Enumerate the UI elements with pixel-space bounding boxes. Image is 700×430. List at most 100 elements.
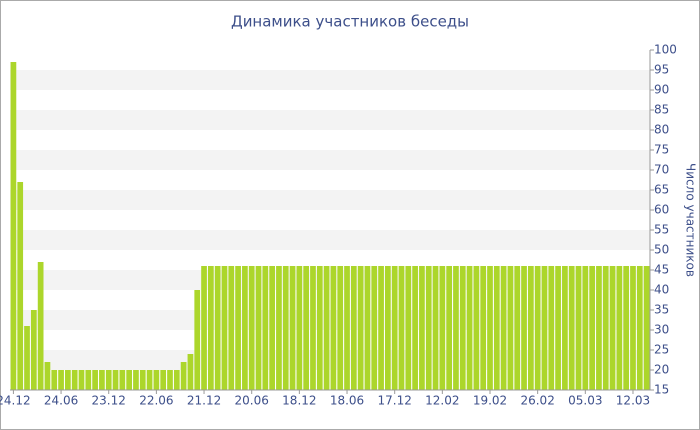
- bar: [133, 370, 139, 390]
- bar: [112, 370, 119, 390]
- x-tick-label: 12.02: [425, 394, 459, 408]
- bar: [500, 266, 507, 390]
- y-tick-label: 30: [654, 323, 669, 337]
- bar: [636, 266, 643, 390]
- bar: [473, 266, 480, 390]
- bar: [344, 266, 350, 390]
- bar: [562, 266, 568, 390]
- bar: [289, 266, 296, 390]
- bar: [582, 266, 589, 390]
- bar: [487, 266, 493, 390]
- bar: [521, 266, 527, 390]
- bar: [446, 266, 453, 390]
- bar: [248, 266, 255, 390]
- bar: [439, 266, 446, 390]
- x-tick-label: 18.06: [330, 394, 364, 408]
- grid-band: [10, 230, 650, 250]
- bar: [425, 266, 432, 390]
- bar: [296, 266, 303, 390]
- y-tick-label: 20: [654, 363, 669, 377]
- bar: [92, 370, 98, 390]
- bar: [167, 370, 173, 390]
- bar: [357, 266, 364, 390]
- bar: [596, 266, 602, 390]
- bar: [105, 370, 112, 390]
- bar: [432, 266, 439, 390]
- bar: [139, 370, 146, 390]
- bar: [310, 266, 316, 390]
- y-tick-label: 100: [654, 43, 677, 57]
- bar: [398, 266, 405, 390]
- y-tick-label: 55: [654, 223, 669, 237]
- bar: [364, 266, 371, 390]
- y-tick-label: 50: [654, 243, 669, 257]
- bar: [630, 266, 636, 390]
- bar: [276, 266, 282, 390]
- bar: [85, 370, 92, 390]
- bar: [568, 266, 575, 390]
- bar: [575, 266, 582, 390]
- y-tick-label: 15: [654, 383, 669, 397]
- y-tick-label: 35: [654, 303, 669, 317]
- y-tick-label: 95: [654, 63, 669, 77]
- x-tick-label: 21.12: [187, 394, 221, 408]
- bar: [350, 266, 357, 390]
- bar: [119, 370, 126, 390]
- bar: [412, 266, 418, 390]
- grid-band: [10, 150, 650, 170]
- bar: [51, 370, 58, 390]
- bar: [235, 266, 241, 390]
- x-tick-label: 22.06: [139, 394, 173, 408]
- bar: [44, 362, 51, 390]
- bar: [453, 266, 459, 390]
- bar: [146, 370, 153, 390]
- bar: [385, 266, 391, 390]
- bar: [623, 266, 630, 390]
- bar: [419, 266, 425, 390]
- y-tick-label: 65: [654, 183, 669, 197]
- bar: [17, 182, 24, 390]
- bar: [173, 370, 180, 390]
- grid-band: [10, 70, 650, 90]
- bar: [527, 266, 534, 390]
- bar: [371, 266, 378, 390]
- bar: [378, 266, 384, 390]
- bar: [30, 310, 37, 390]
- bar: [214, 266, 221, 390]
- bar: [37, 262, 44, 390]
- x-tick-label: 24.06: [44, 394, 78, 408]
- bar: [493, 266, 500, 390]
- bar: [330, 266, 337, 390]
- x-tick-label: 17.12: [378, 394, 412, 408]
- y-tick-label: 90: [654, 83, 669, 97]
- bar: [316, 266, 323, 390]
- bar: [609, 266, 616, 390]
- bar: [480, 266, 487, 390]
- bar: [602, 266, 609, 390]
- bar: [616, 266, 623, 390]
- bar: [10, 62, 17, 390]
- x-tick-label: 12.03: [616, 394, 650, 408]
- bar: [255, 266, 262, 390]
- bar: [555, 266, 561, 390]
- bar: [126, 370, 133, 390]
- bar: [71, 370, 78, 390]
- y-tick-label: 70: [654, 163, 669, 177]
- bar: [466, 266, 473, 390]
- y-axis-label: Число участников: [684, 163, 698, 277]
- y-tick-label: 80: [654, 123, 669, 137]
- bar: [514, 266, 521, 390]
- bar: [534, 266, 541, 390]
- bar: [180, 362, 187, 390]
- bar: [194, 290, 201, 390]
- y-tick-label: 60: [654, 203, 669, 217]
- x-tick-label: 26.02: [520, 394, 554, 408]
- y-tick-label: 25: [654, 343, 669, 357]
- bar: [507, 266, 514, 390]
- y-tick-label: 45: [654, 263, 669, 277]
- bar: [201, 266, 207, 390]
- bar: [207, 266, 214, 390]
- grid-band: [10, 110, 650, 130]
- bar: [303, 266, 310, 390]
- bar: [405, 266, 412, 390]
